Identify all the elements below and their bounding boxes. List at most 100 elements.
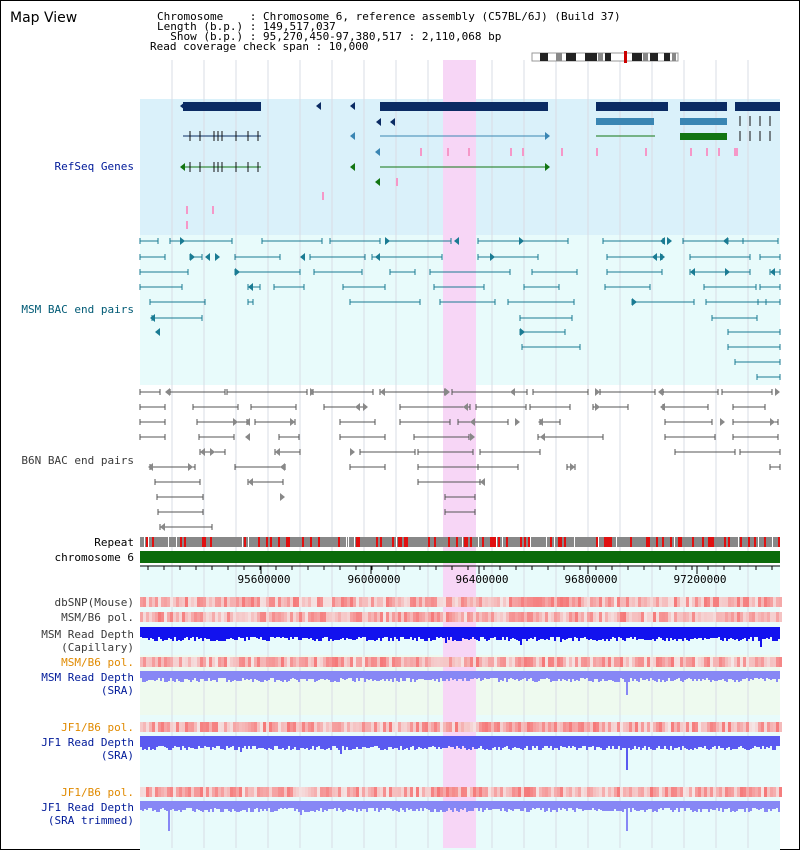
msm-depth-sra <box>192 671 194 680</box>
repeat-element <box>494 537 496 547</box>
dbsnp-heat <box>326 597 329 607</box>
msm-b6-pol-heat <box>737 612 740 622</box>
msm-b6-pol-heat <box>164 612 167 622</box>
jf1-depth-trimmed <box>614 801 616 809</box>
jf1-b6-pol-heat-2 <box>224 787 227 797</box>
jf1-depth-sra <box>662 736 664 749</box>
jf1-depth-trimmed <box>248 801 250 808</box>
msm-depth-sra <box>446 671 448 679</box>
msm-depth-sra <box>510 671 512 678</box>
jf1-b6-pol-heat-2 <box>410 787 413 797</box>
msm-b6-pol-heat-2 <box>665 657 668 667</box>
msm-b6-pol-heat-2 <box>224 657 227 667</box>
jf1-depth-trimmed <box>466 801 468 812</box>
jf1-b6-pol-heat <box>284 722 287 732</box>
jf1-b6-pol-heat <box>287 722 290 732</box>
msm-b6-pol-heat-2 <box>545 657 548 667</box>
msm-depth-capillary <box>284 627 286 638</box>
msm-depth-sra <box>616 671 618 682</box>
msm-depth-capillary <box>176 627 178 641</box>
msm-depth-capillary <box>538 627 540 640</box>
jf1-depth-sra <box>624 736 626 748</box>
msm-b6-pol-heat <box>707 612 710 622</box>
refseq-gene <box>596 102 668 111</box>
jf1-depth-sra <box>186 736 188 750</box>
dbsnp-heat <box>410 597 413 607</box>
jf1-depth-sra <box>638 736 640 747</box>
jf1-b6-pol-heat <box>365 722 368 732</box>
msm-depth-sra <box>372 671 374 681</box>
repeat-element <box>646 537 648 547</box>
jf1-b6-pol-heat-2 <box>512 787 515 797</box>
msm-b6-pol-heat <box>320 612 323 622</box>
msm-b6-pol-heat-2 <box>524 657 527 667</box>
jf1-depth-trimmed <box>480 801 482 808</box>
msm-b6-pol-heat-2 <box>554 657 557 667</box>
jf1-depth-sra <box>460 736 462 749</box>
msm-b6-pol-heat-2 <box>644 657 647 667</box>
jf1-b6-pol-heat <box>314 722 317 732</box>
msm-depth-capillary <box>358 627 360 637</box>
jf1-depth-trimmed <box>242 801 244 810</box>
dbsnp-heat <box>566 597 569 607</box>
jf1-depth-sra <box>554 736 556 748</box>
jf1-b6-pol-heat-2 <box>746 787 749 797</box>
msm-depth-sra <box>592 671 594 682</box>
msm-b6-pol-heat-2 <box>647 657 650 667</box>
jf1-b6-pol-heat-2 <box>422 787 425 797</box>
jf1-depth-sra <box>752 736 754 748</box>
jf1-b6-pol-heat <box>656 722 659 732</box>
jf1-depth-trimmed <box>196 801 198 809</box>
msm-depth-sra-spike <box>626 671 628 695</box>
dbsnp-heat <box>431 597 434 607</box>
msm-b6-pol-heat-2 <box>527 657 530 667</box>
jf1-b6-pol-heat-2 <box>560 787 563 797</box>
jf1-b6-pol-heat-2 <box>728 787 731 797</box>
dbsnp-label: dbSNP(Mouse) <box>54 596 134 609</box>
refseq-gene <box>680 133 727 140</box>
jf1-b6-pol-heat-2 <box>641 787 644 797</box>
refseq-gene <box>380 102 548 111</box>
msm-b6-pol-heat <box>647 612 650 622</box>
msm-depth-capillary <box>738 627 740 641</box>
jf1-depth-sra <box>226 736 228 746</box>
msm-depth-capillary <box>220 627 222 641</box>
jf1-b6-pol-heat <box>299 722 302 732</box>
jf1-depth-sra <box>354 736 356 749</box>
jf1-depth-sra <box>334 736 336 746</box>
msm-depth-capillary <box>628 627 630 638</box>
jf1-depth-sra <box>718 736 720 746</box>
msm-b6-pol-heat <box>197 612 200 622</box>
msm-depth-sra <box>254 671 256 679</box>
jf1-depth-trimmed <box>558 801 560 808</box>
jf1-depth-trimmed <box>590 801 592 810</box>
msm-b6-pol-heat <box>503 612 506 622</box>
jf1-depth-trimmed <box>298 801 300 812</box>
msm-depth-capillary <box>472 627 474 637</box>
repeat-element <box>498 537 500 547</box>
msm-b6-pol-heat-2 <box>716 657 719 667</box>
jf1-b6-pol-heat <box>503 722 506 732</box>
msm-b6-pol-heat-2 <box>347 657 350 667</box>
msm-b6-pol-heat <box>464 612 467 622</box>
jf1-b6-pol-heat-2 <box>158 787 161 797</box>
jf1-b6-pol-heat <box>452 722 455 732</box>
jf1-depth-trimmed <box>372 801 374 808</box>
msm-b6-pol-heat-2 <box>449 657 452 667</box>
msm-depth-capillary <box>326 627 328 637</box>
jf1-depth-trimmed <box>346 801 348 809</box>
msm-depth-capillary <box>332 627 334 641</box>
jf1-depth-sra <box>740 736 742 746</box>
jf1-b6-pol-heat-2 <box>527 787 530 797</box>
msm-depth-capillary <box>360 627 362 638</box>
dbsnp-heat <box>425 597 428 607</box>
jf1-b6-pol-heat <box>467 722 470 732</box>
jf1-b6-pol-heat-2 <box>671 787 674 797</box>
msm-depth-sra <box>288 671 290 681</box>
msm-b6-pol-heat-2 <box>446 657 449 667</box>
jf1-depth-trimmed <box>528 801 530 812</box>
jf1-depth-trimmed <box>408 801 410 810</box>
jf1-depth-sra <box>578 736 580 748</box>
msm-depth-capillary <box>658 627 660 637</box>
